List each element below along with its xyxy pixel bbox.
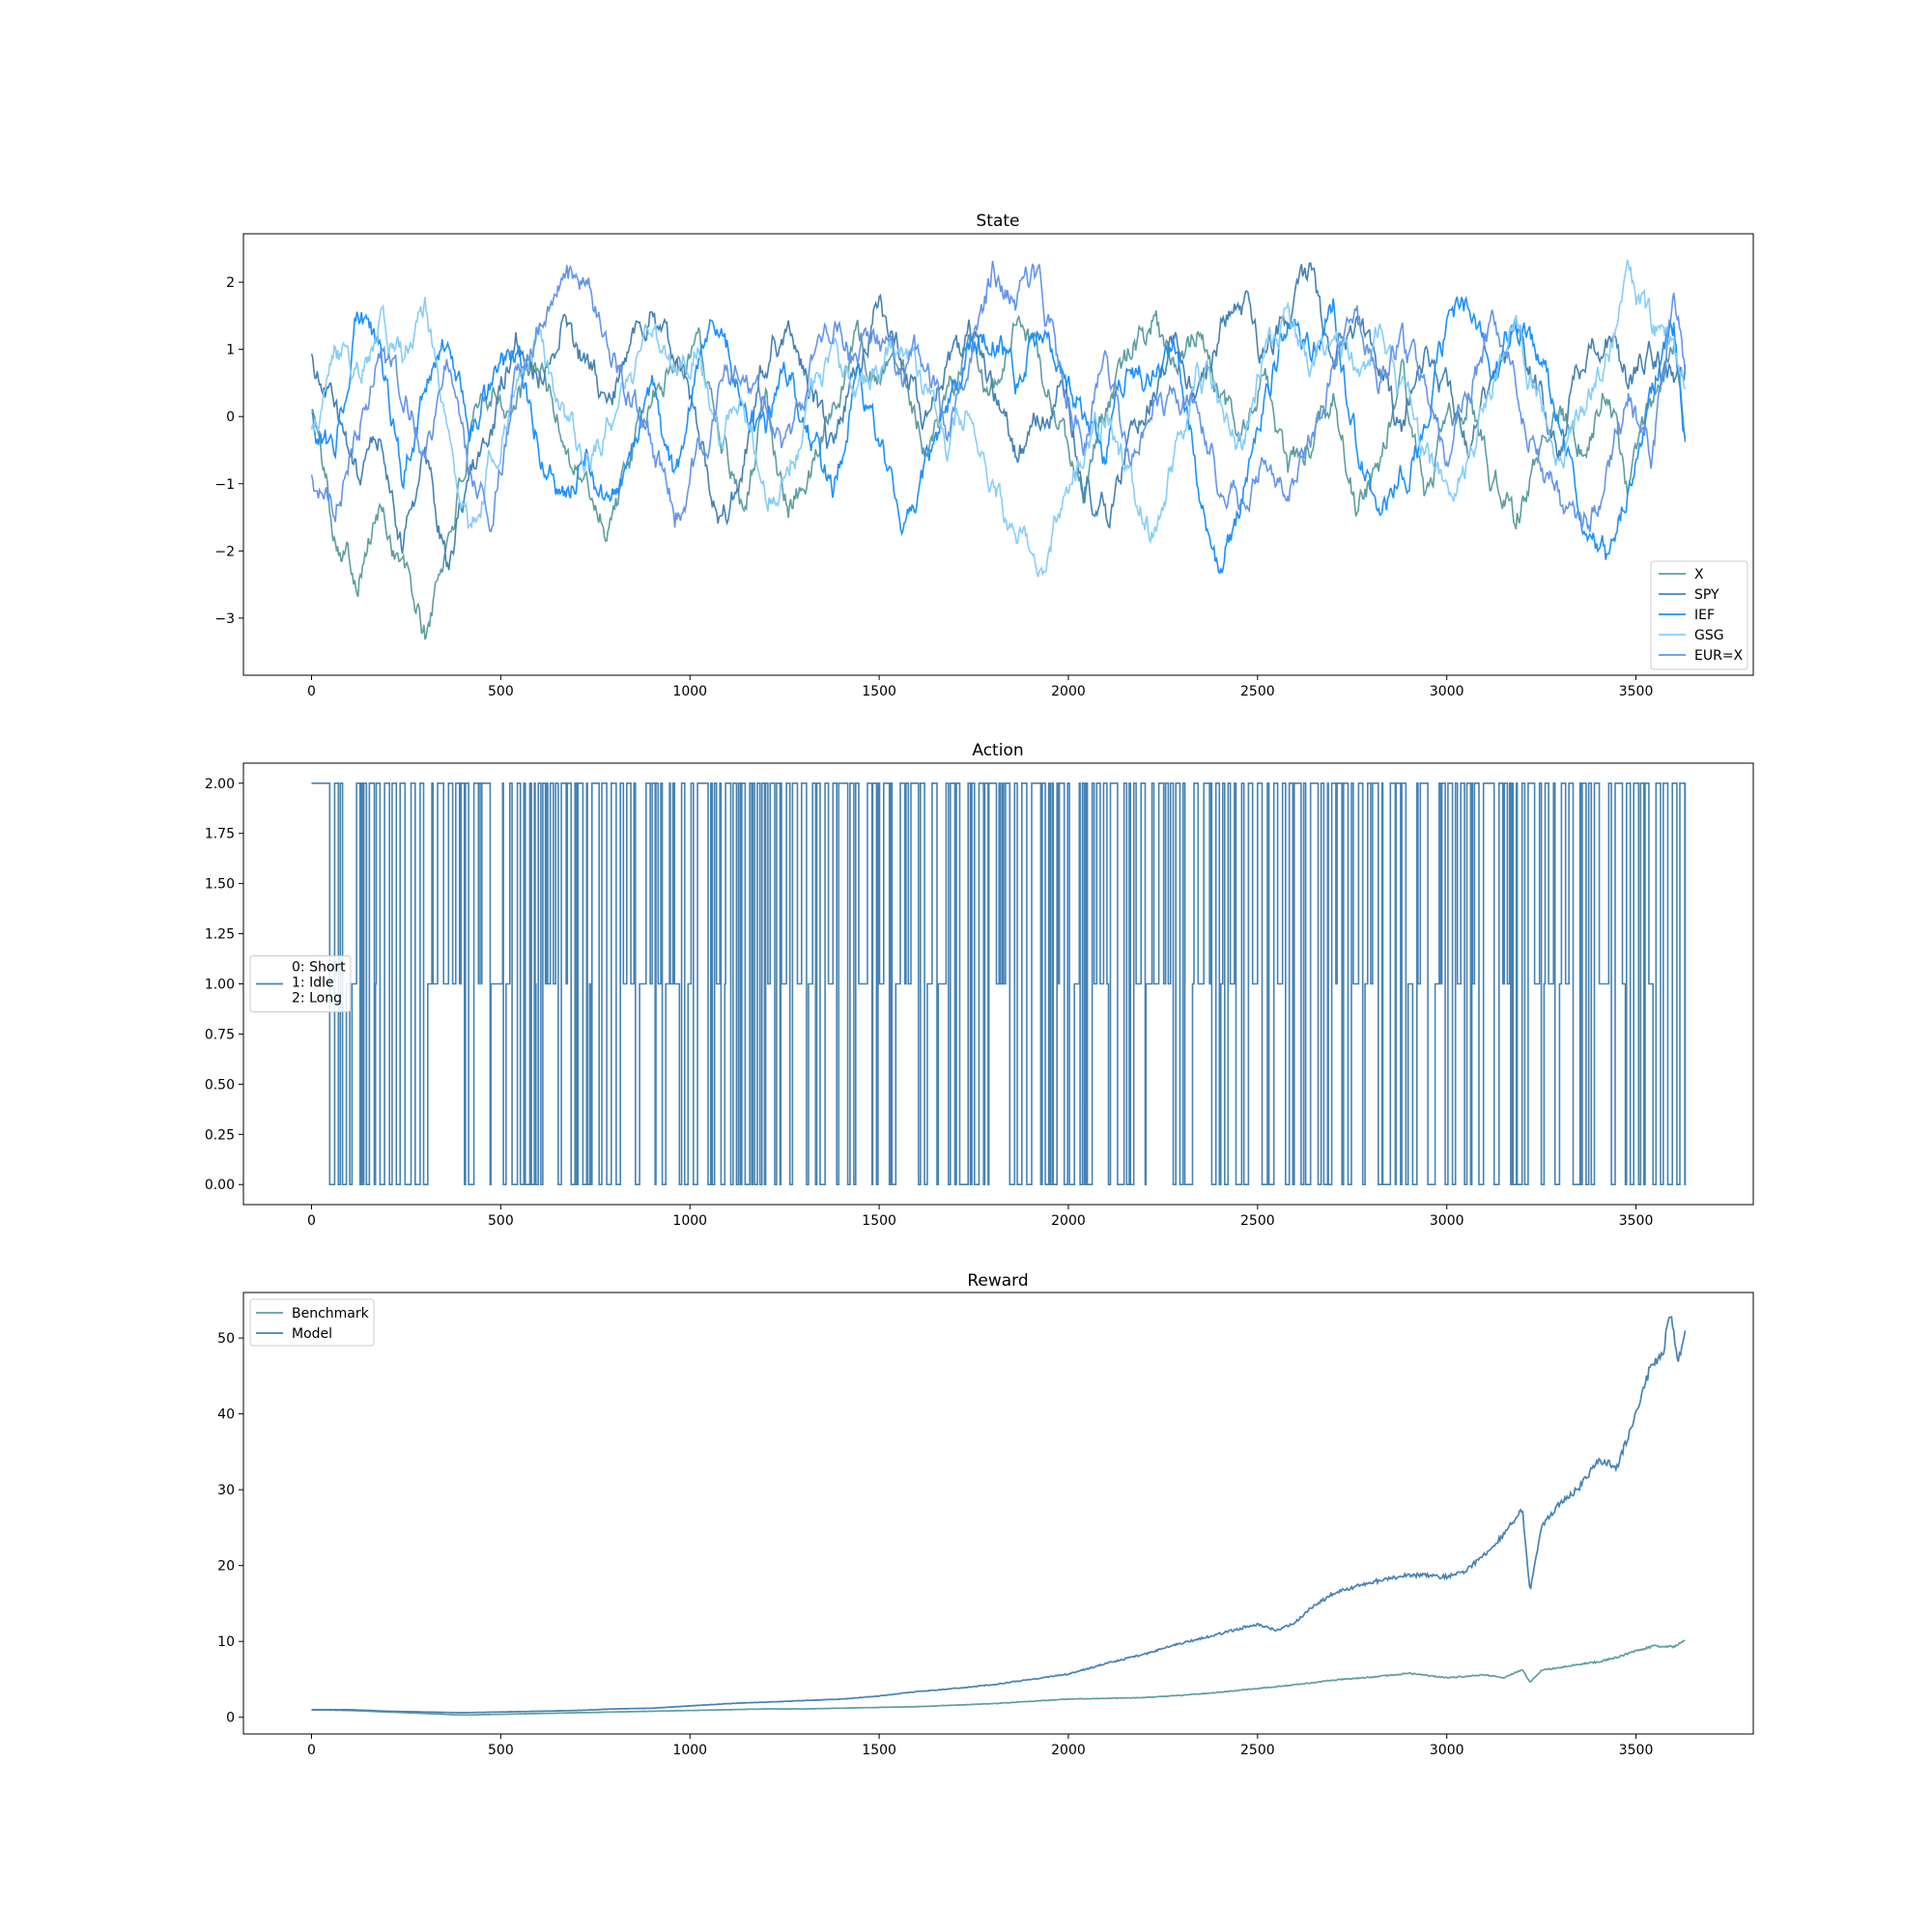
state-panel: State 0 500 1000 1500 2000 2500 3000 3500 2 1 0 −1…	[214, 212, 1754, 699]
state-legend: X SPY IEF GSG EUR=X	[1650, 560, 1748, 670]
legend-label: 1: Idle	[292, 976, 334, 991]
state-x-axis: 0 500 1000 1500 2000 2500 3000 3500	[307, 675, 1653, 699]
legend-label: IEF	[1694, 608, 1715, 623]
legend-label: 0: Short	[292, 960, 346, 976]
y-tick-label: −1	[214, 477, 235, 493]
x-tick-label: 0	[307, 1743, 316, 1758]
legend-label: 2: Long	[292, 991, 342, 1007]
action-title: Action	[972, 741, 1023, 760]
legend-label: SPY	[1694, 587, 1719, 603]
state-series-line-gsg	[310, 259, 1687, 578]
x-tick-label: 3500	[1619, 1213, 1654, 1229]
x-tick-label: 2500	[1240, 1743, 1275, 1758]
y-tick-label: 50	[217, 1331, 235, 1347]
x-tick-label: 3500	[1619, 1743, 1654, 1758]
y-tick-label: 1	[226, 343, 235, 358]
legend-label: X	[1694, 567, 1704, 582]
legend-label: GSG	[1694, 628, 1724, 643]
legend-label: EUR=X	[1694, 648, 1744, 664]
x-tick-label: 500	[488, 1213, 514, 1229]
x-tick-label: 1500	[862, 1213, 896, 1229]
action-y-axis: 2.00 1.75 1.50 1.25 1.00 0.75 0.50 0.25 0.00	[205, 777, 243, 1193]
y-tick-label: −3	[214, 611, 235, 627]
action-series-layer	[311, 781, 1687, 1185]
x-tick-label: 3500	[1619, 684, 1654, 699]
x-tick-label: 1500	[862, 1743, 896, 1758]
y-tick-label: 10	[217, 1634, 235, 1650]
reward-panel: Reward 0 500 1000 1500 2000 2500 3000 3500 50 40…	[217, 1271, 1754, 1758]
reward-title: Reward	[967, 1271, 1028, 1291]
state-series-layer	[310, 259, 1687, 640]
y-tick-label: 0	[226, 410, 235, 425]
y-tick-label: 40	[217, 1407, 235, 1423]
x-tick-label: 2000	[1051, 684, 1086, 699]
x-tick-label: 1500	[862, 684, 896, 699]
reward-legend: Benchmark Model	[249, 1298, 375, 1347]
x-tick-label: 2500	[1240, 1213, 1275, 1229]
y-tick-label: 20	[217, 1559, 235, 1575]
action-series-line	[311, 781, 1687, 1185]
x-tick-label: 1000	[672, 684, 707, 699]
x-tick-label: 2000	[1051, 1213, 1086, 1229]
y-tick-label: 0.25	[205, 1127, 235, 1143]
state-series-line-ief	[311, 296, 1687, 575]
y-tick-label: 0.75	[205, 1027, 235, 1042]
state-legend-box	[1650, 560, 1748, 670]
legend-label: Benchmark	[292, 1306, 370, 1321]
x-tick-label: 3000	[1430, 1743, 1464, 1758]
reward-y-axis: 50 40 30 20 10 0	[217, 1331, 243, 1726]
y-tick-label: −2	[214, 544, 235, 559]
y-tick-label: 0.00	[205, 1178, 235, 1193]
x-tick-label: 0	[307, 1213, 316, 1229]
x-tick-label: 2500	[1240, 684, 1275, 699]
y-tick-label: 1.00	[205, 978, 235, 993]
reward-legend-box	[249, 1298, 375, 1347]
reward-series-line-model	[311, 1315, 1687, 1714]
reward-series-layer	[311, 1315, 1687, 1717]
state-y-axis: 2 1 0 −1 −2 −3	[214, 275, 243, 627]
x-tick-label: 500	[488, 1743, 514, 1758]
y-tick-label: 2	[226, 275, 235, 291]
y-tick-label: 0.50	[205, 1077, 235, 1093]
x-tick-label: 3000	[1430, 1213, 1464, 1229]
y-tick-label: 2.00	[205, 777, 235, 792]
action-legend-box	[249, 955, 352, 1012]
reward-x-axis: 0 500 1000 1500 2000 2500 3000 3500	[307, 1734, 1653, 1758]
legend-label: Model	[292, 1326, 332, 1342]
y-tick-label: 1.25	[205, 927, 235, 943]
x-tick-label: 500	[488, 684, 514, 699]
y-tick-label: 1.75	[205, 827, 235, 842]
x-tick-label: 2000	[1051, 1743, 1086, 1758]
x-tick-label: 3000	[1430, 684, 1464, 699]
reward-series-line-benchmark	[311, 1639, 1686, 1717]
reward-axes-frame	[242, 1292, 1754, 1735]
action-panel: Action 0 500 1000 1500 2000 2500 3000 3500 2.00…	[205, 741, 1754, 1229]
state-axes-frame	[242, 233, 1754, 676]
x-tick-label: 1000	[672, 1743, 707, 1758]
y-tick-label: 30	[217, 1483, 235, 1498]
state-series-line-x	[310, 310, 1687, 640]
action-x-axis: 0 500 1000 1500 2000 2500 3000 3500	[307, 1205, 1653, 1229]
y-tick-label: 0	[226, 1711, 235, 1726]
state-series-line-eur-x	[310, 260, 1687, 533]
x-tick-label: 0	[307, 684, 316, 699]
y-tick-label: 1.50	[205, 877, 235, 893]
x-tick-label: 1000	[672, 1213, 707, 1229]
state-title: State	[977, 212, 1020, 231]
